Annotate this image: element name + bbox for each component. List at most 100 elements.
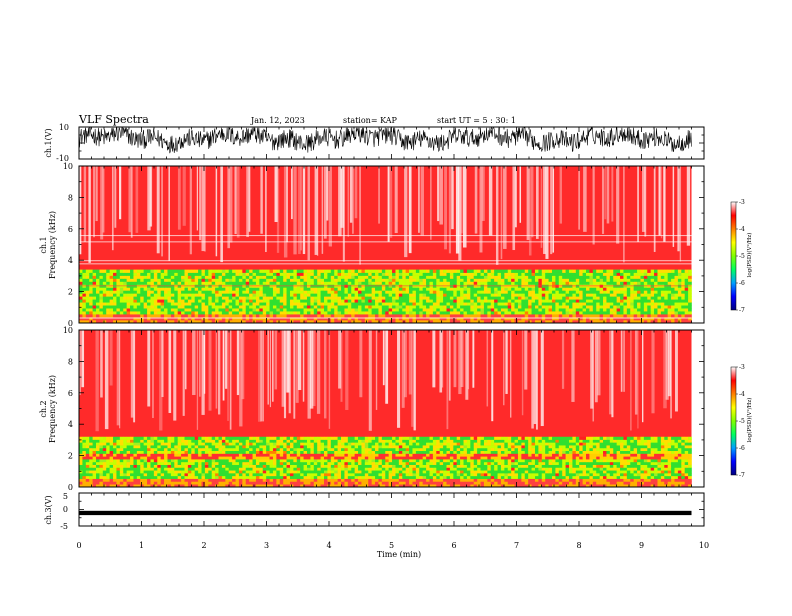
spectrogram-cell [378, 314, 382, 317]
spectrogram-cell [150, 473, 154, 476]
spectrogram-cell [569, 481, 573, 484]
spectrogram-cell [412, 299, 416, 302]
spectrogram-cell [157, 273, 161, 276]
spectrogram-cell [164, 281, 168, 284]
spectrogram-cell [443, 276, 447, 279]
spectrogram-cell [327, 473, 331, 476]
spectrogram-cell [508, 281, 512, 284]
spectrogram-cell [426, 279, 430, 282]
spectrogram-cell [79, 476, 83, 479]
spectrogram-cell [324, 476, 328, 479]
spectrogram-cell [453, 293, 457, 296]
spectrogram-cell [664, 299, 668, 302]
spectrogram-cell [634, 314, 638, 317]
spectrogram-cell [344, 302, 348, 305]
spectrogram-cell [528, 290, 532, 293]
spectrogram-cell [79, 481, 83, 484]
spectrogram-cell [644, 481, 648, 484]
spectrogram-cell [140, 296, 144, 299]
spectrogram-cell [120, 479, 124, 482]
spectrogram-cell [481, 481, 485, 484]
spectrogram-cell [402, 273, 406, 276]
spectrogram-cell [613, 305, 617, 308]
spectrogram-cell [436, 305, 440, 308]
spectrogram-cell [317, 476, 321, 479]
spectrogram-cell [212, 476, 216, 479]
spectrogram-cell [443, 481, 447, 484]
spectrogram-cell [378, 281, 382, 284]
spectrogram-cell [433, 308, 437, 311]
spectrogram-cell [501, 276, 505, 279]
spectrogram-cell [361, 281, 365, 284]
spectrogram-cell [576, 290, 580, 293]
spectrogram-cell [552, 279, 556, 282]
spectrogram-cell [423, 293, 427, 296]
spectrogram-cell [82, 476, 86, 479]
spectrogram-cell [681, 314, 685, 317]
spectrogram-cell [603, 276, 607, 279]
spectrogram-cell [542, 290, 546, 293]
spectrogram-cell [688, 473, 692, 476]
spectrogram-cell [620, 476, 624, 479]
spectrogram-cell [161, 299, 165, 302]
spectrogram-cell [586, 308, 590, 311]
spectrogram-cell [518, 473, 522, 476]
spectrogram-streak [147, 330, 150, 406]
spectrogram-cell [331, 311, 335, 314]
spectrogram-streak [209, 330, 212, 411]
spectrogram-cell [484, 287, 488, 290]
spectrogram-cell [86, 305, 90, 308]
spectrogram-cell [222, 470, 226, 473]
spectrogram-cell [637, 314, 641, 317]
spectrogram-cell [450, 308, 454, 311]
spectrogram-cell [150, 311, 154, 314]
spectrogram-cell [515, 276, 519, 279]
spectrogram-cell [324, 311, 328, 314]
spectrogram-cell [137, 296, 141, 299]
spectrogram-cell [208, 281, 212, 284]
spectrogram-cell [321, 279, 325, 282]
spectrogram-cell [634, 311, 638, 314]
spectrogram-cell [443, 302, 447, 305]
spectrogram-cell [583, 287, 587, 290]
spectrogram-cell [685, 476, 689, 479]
spectrogram-cell [116, 302, 120, 305]
spectrogram-cell [120, 305, 124, 308]
spectrogram-cell [378, 311, 382, 314]
spectrogram-cell [256, 311, 260, 314]
spectrogram-streak [583, 166, 587, 232]
spectrogram-cell [538, 302, 542, 305]
spectrogram-cell [453, 311, 457, 314]
spectrogram-cell [559, 470, 563, 473]
spectrogram-cell [304, 273, 308, 276]
spectrogram-cell [372, 305, 376, 308]
spectrogram-cell [219, 473, 223, 476]
spectrogram-cell [651, 296, 655, 299]
spectrogram-cell [351, 476, 355, 479]
spectrogram-cell [161, 473, 165, 476]
spectrogram-cell [144, 473, 148, 476]
spectrogram-cell [256, 299, 260, 302]
spectrogram-cell [542, 467, 546, 470]
spectrogram-cell [287, 481, 291, 484]
spectrogram-cell [263, 308, 267, 311]
spectrogram-cell [593, 470, 597, 473]
spectrogram-cell [147, 273, 151, 276]
spectrogram-cell [538, 470, 542, 473]
spectrogram-cell [82, 305, 86, 308]
spectrogram-cell [559, 311, 563, 314]
spectrogram-cell [195, 481, 199, 484]
spectrogram-cell [457, 470, 461, 473]
spectrogram-cell [535, 293, 539, 296]
spectrogram-cell [402, 467, 406, 470]
spectrogram-cell [637, 470, 641, 473]
spectrogram-cell [341, 299, 345, 302]
spectrogram-cell [225, 314, 229, 317]
spectrogram-cell [341, 479, 345, 482]
spectrogram-cell [603, 279, 607, 282]
spectrogram-cell [300, 467, 304, 470]
spectrogram-cell [290, 281, 294, 284]
spectrogram-cell [491, 470, 495, 473]
spectrogram-cell [239, 479, 243, 482]
spectrogram-cell [324, 296, 328, 299]
